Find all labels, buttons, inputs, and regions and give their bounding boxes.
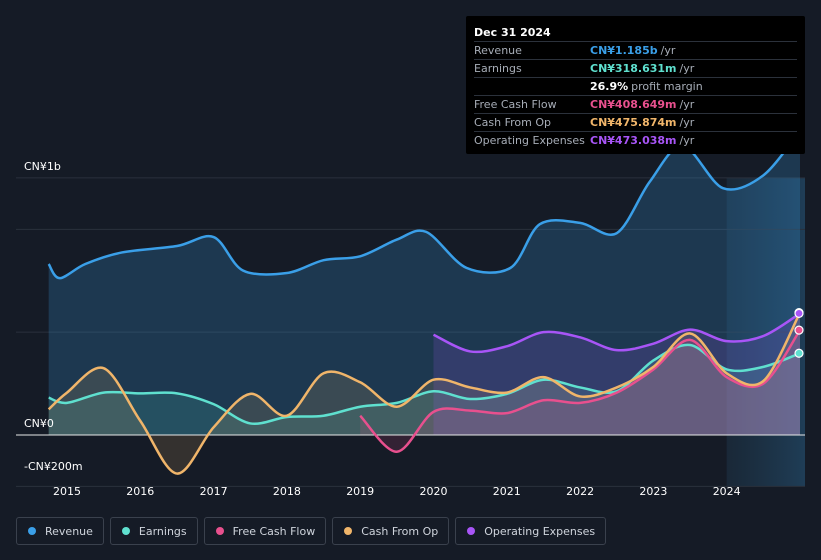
legend-label: Cash From Op: [361, 524, 439, 538]
legend-item-operating-expenses[interactable]: Operating Expenses: [455, 517, 607, 545]
cash-from-op-line: [47, 312, 802, 475]
tooltip-row-label: Earnings: [474, 62, 522, 75]
legend-dot-icon: [28, 527, 36, 535]
legend-dot-icon: [121, 527, 130, 535]
tooltip-row-unit: /yr: [679, 62, 695, 75]
revenue-area: [48, 130, 801, 436]
free-cash-flow-end-point: [794, 325, 804, 335]
tooltip-row-unit: profit margin: [631, 80, 703, 93]
data-tooltip: Dec 31 2024 Revenue CN¥1.185b/yr Earnings C…: [466, 16, 805, 154]
x-tick-label: 2017: [200, 485, 228, 498]
tooltip-row-value: CN¥475.874m: [590, 116, 677, 129]
tooltip-row-label: Free Cash Flow: [474, 98, 557, 111]
tooltip-row: Cash From Op CN¥475.874m/yr: [474, 113, 797, 131]
tooltip-row-value: CN¥408.649m: [590, 98, 677, 111]
x-tick-label: 2015: [53, 485, 81, 498]
x-tick-label: 2021: [493, 485, 521, 498]
legend: Revenue Earnings Free Cash Flow Cash From O…: [16, 517, 612, 545]
operating-expenses-end-point: [794, 308, 804, 318]
legend-label: Free Cash Flow: [232, 524, 316, 538]
legend-item-cash-from-op[interactable]: Cash From Op: [332, 517, 450, 545]
tooltip-row: Operating Expenses CN¥473.038m/yr: [474, 131, 797, 149]
x-tick-label: 2022: [566, 485, 594, 498]
legend-label: Revenue: [45, 524, 93, 538]
operating-expenses-line: [432, 312, 801, 354]
x-tick-label: 2024: [713, 485, 741, 498]
tooltip-row-label: Cash From Op: [474, 116, 552, 129]
earnings-area: [48, 344, 801, 435]
tooltip-date: Dec 31 2024: [474, 26, 551, 39]
legend-item-free-cash-flow[interactable]: Free Cash Flow: [203, 517, 327, 545]
tooltip-row-label: [474, 78, 590, 95]
tooltip-row-unit: /yr: [679, 116, 695, 129]
tooltip-row: Revenue CN¥1.185b/yr: [474, 41, 797, 59]
tooltip-row: Free Cash Flow CN¥408.649m/yr: [474, 95, 797, 113]
tooltip-row-value: CN¥1.185b: [590, 44, 658, 57]
x-tick-label: 2018: [273, 485, 301, 498]
tooltip-row-unit: /yr: [679, 98, 695, 111]
tooltip-row-unit: /yr: [660, 44, 676, 57]
legend-label: Operating Expenses: [484, 524, 596, 538]
legend-item-revenue[interactable]: Revenue: [16, 517, 104, 545]
operating-expenses-area: [433, 313, 800, 435]
x-tick-label: 2023: [639, 485, 667, 498]
tooltip-row: Earnings CN¥318.631m/yr: [474, 59, 797, 77]
tooltip-row: 26.9% profit margin: [474, 77, 797, 95]
legend-dot-icon: [215, 527, 224, 535]
tooltip-row-value: 26.9%: [590, 80, 629, 93]
y-label-top: CN¥1b: [24, 160, 61, 173]
y-label-bottom: -CN¥200m: [24, 460, 83, 473]
tooltip-row-unit: /yr: [679, 134, 695, 147]
legend-dot-icon: [467, 527, 476, 535]
free-cash-flow-line: [359, 329, 802, 453]
legend-dot-icon: [344, 527, 353, 535]
tooltip-row-value: CN¥318.631m: [590, 62, 677, 75]
free-cash-flow-area: [360, 330, 800, 452]
tooltip-row-label: Revenue: [474, 44, 522, 57]
earnings-end-point: [794, 348, 804, 358]
x-tick-label: 2020: [420, 485, 448, 498]
legend-label: Earnings: [138, 524, 187, 538]
tooltip-row-label: Operating Expenses: [474, 134, 585, 147]
x-tick-label: 2019: [346, 485, 374, 498]
tooltip-row-value: CN¥473.038m: [590, 134, 677, 147]
y-label-zero: CN¥0: [24, 417, 54, 430]
legend-item-earnings[interactable]: Earnings: [109, 517, 198, 545]
x-tick-label: 2016: [126, 485, 154, 498]
